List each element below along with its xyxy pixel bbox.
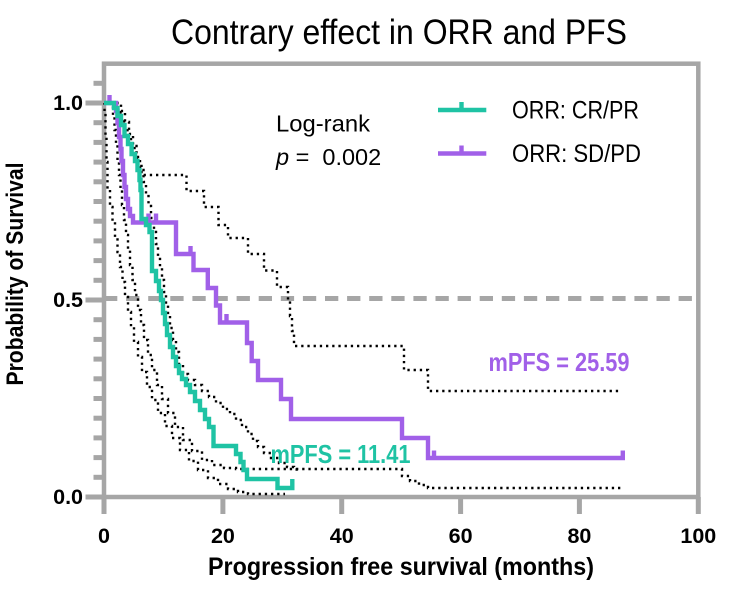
svg-text:0.5: 0.5 (53, 288, 83, 312)
svg-text:Probability of Survival: Probability of Survival (2, 163, 29, 386)
svg-text:Contrary effect in ORR and PFS: Contrary effect in ORR and PFS (171, 12, 627, 52)
svg-text:ORR: SD/PD: ORR: SD/PD (512, 140, 641, 168)
svg-text:p = 0.002: p = 0.002 (275, 144, 381, 170)
svg-text:80: 80 (567, 524, 591, 548)
svg-text:20: 20 (211, 524, 235, 548)
svg-text:0.0: 0.0 (53, 485, 83, 509)
svg-text:mPFS = 11.41: mPFS = 11.41 (271, 439, 411, 469)
svg-text:1.0: 1.0 (53, 91, 83, 115)
svg-text:0: 0 (98, 524, 110, 548)
svg-text:100: 100 (680, 524, 716, 548)
svg-text:mPFS = 25.59: mPFS = 25.59 (489, 347, 630, 377)
svg-text:Progression free survival (mon: Progression free survival (months) (208, 553, 594, 581)
svg-text:40: 40 (330, 524, 354, 548)
svg-text:ORR: CR/PR: ORR: CR/PR (512, 97, 639, 125)
svg-text:60: 60 (449, 524, 473, 548)
svg-text:Log-rank: Log-rank (276, 111, 370, 137)
